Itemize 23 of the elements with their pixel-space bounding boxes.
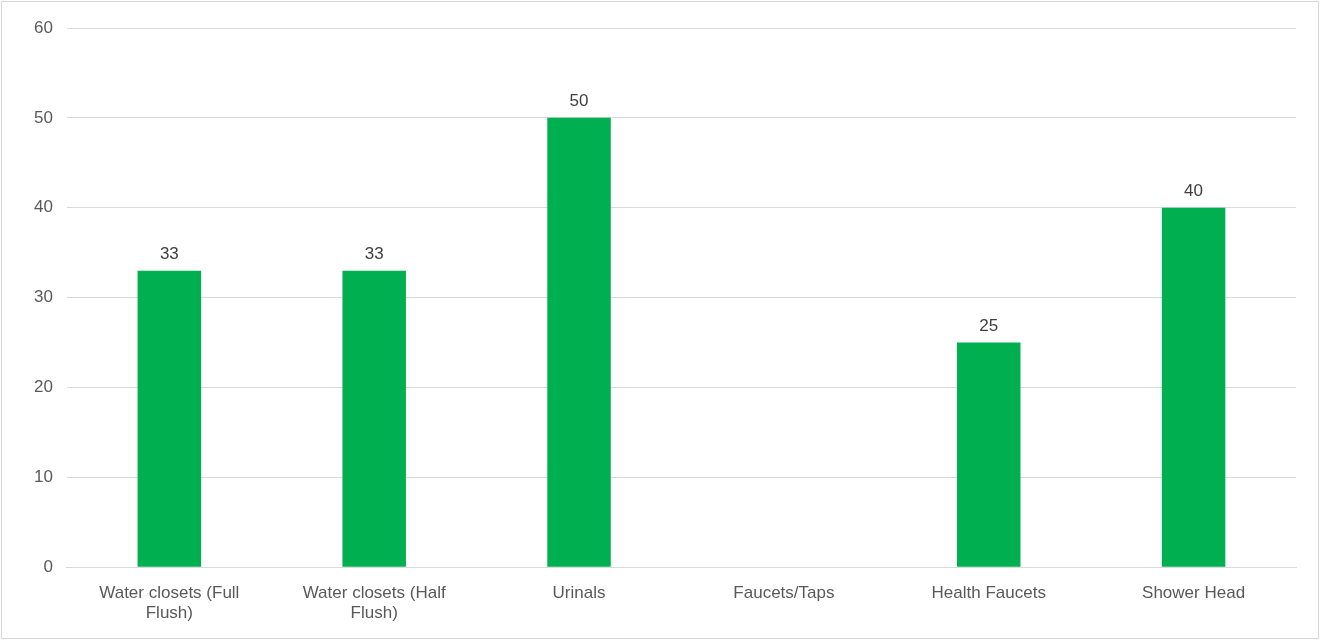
bar bbox=[956, 342, 1021, 567]
bar bbox=[342, 270, 406, 567]
y-tick-label: 60 bbox=[33, 17, 53, 37]
y-tick-label: 10 bbox=[33, 467, 53, 487]
bar bbox=[1161, 207, 1226, 567]
x-tick-label: Water closets (Full Flush) bbox=[99, 583, 240, 623]
data-label: 40 bbox=[1184, 180, 1204, 200]
y-tick-label: 20 bbox=[33, 377, 53, 397]
bar bbox=[547, 117, 611, 567]
data-label: 25 bbox=[979, 315, 999, 335]
x-tick-label: Faucets/Taps bbox=[733, 583, 835, 603]
bar bbox=[137, 270, 202, 567]
y-tick-label: 30 bbox=[33, 287, 53, 307]
y-tick-label: 40 bbox=[33, 197, 53, 217]
data-label: 33 bbox=[159, 243, 179, 263]
data-label: 33 bbox=[364, 243, 384, 263]
x-tick-label: Health Faucets bbox=[931, 583, 1046, 603]
x-tick-label: Water closets (Half Flush) bbox=[302, 583, 446, 623]
x-tick-label: Urinals bbox=[552, 583, 606, 603]
data-label: 50 bbox=[569, 91, 589, 111]
y-tick-label: 0 bbox=[43, 556, 53, 576]
x-tick-label: Shower Head bbox=[1142, 583, 1246, 603]
y-tick-label: 50 bbox=[33, 107, 53, 127]
